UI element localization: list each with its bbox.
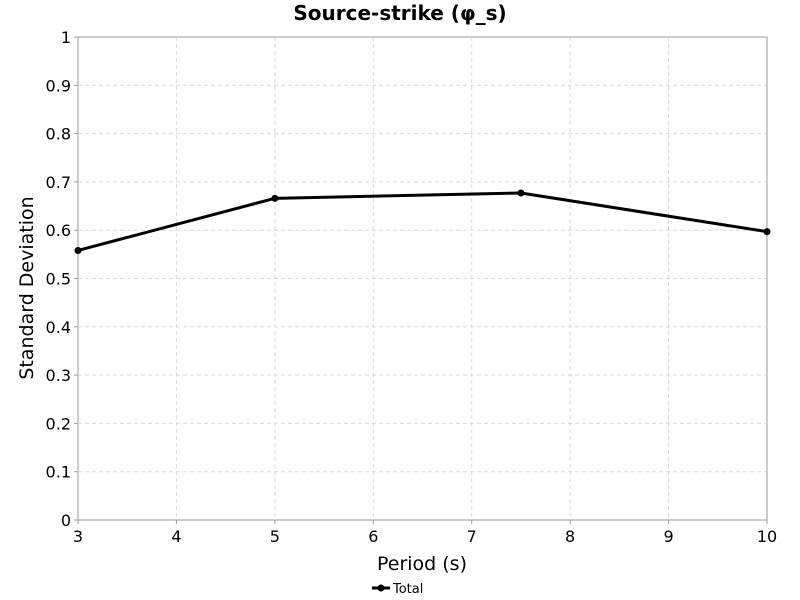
x-tick-label: 8	[565, 527, 575, 546]
axes: 3 4 5 6 7 8 9 10 0 0.1 0.2 0.3 0.4 0.5 0.6 0.7 0.8 0.9 1	[46, 28, 778, 546]
legend: Total	[372, 582, 423, 597]
y-tick-label: 0.7	[46, 173, 71, 192]
x-tick-label: 10	[757, 527, 777, 546]
series-line-total	[77, 191, 768, 252]
y-tick-label: 0.2	[46, 414, 71, 433]
data-point	[271, 194, 279, 202]
x-tick-label: 5	[270, 527, 280, 546]
y-tick-label: 0.3	[46, 366, 71, 385]
legend-label-total: Total	[392, 582, 423, 597]
y-tick-label: 0.9	[46, 76, 71, 95]
y-axis-label: Standard Deviation	[16, 196, 38, 379]
chart-title: Source-strike (φ_s)	[293, 1, 506, 25]
y-tick-label: 0.8	[46, 125, 71, 144]
legend-marker-total	[377, 584, 385, 592]
data-point	[74, 246, 82, 254]
x-tick-label: 7	[467, 527, 477, 546]
x-axis-label: Period (s)	[377, 553, 467, 575]
x-tick-label: 6	[368, 527, 378, 546]
y-tick-label: 0.1	[46, 463, 71, 482]
y-tick-label: 0	[61, 511, 71, 530]
x-tick-label: 3	[73, 527, 83, 546]
x-tick-label: 9	[663, 527, 673, 546]
y-tick-label: 1	[61, 28, 71, 47]
series-layer	[74, 189, 771, 254]
y-tick-label: 0.4	[46, 318, 71, 337]
grid	[78, 37, 767, 520]
y-tick-label: 0.6	[46, 221, 71, 240]
data-point	[763, 228, 771, 236]
y-tick-label: 0.5	[46, 270, 71, 289]
x-tick-label: 4	[171, 527, 181, 546]
data-point	[517, 189, 525, 197]
